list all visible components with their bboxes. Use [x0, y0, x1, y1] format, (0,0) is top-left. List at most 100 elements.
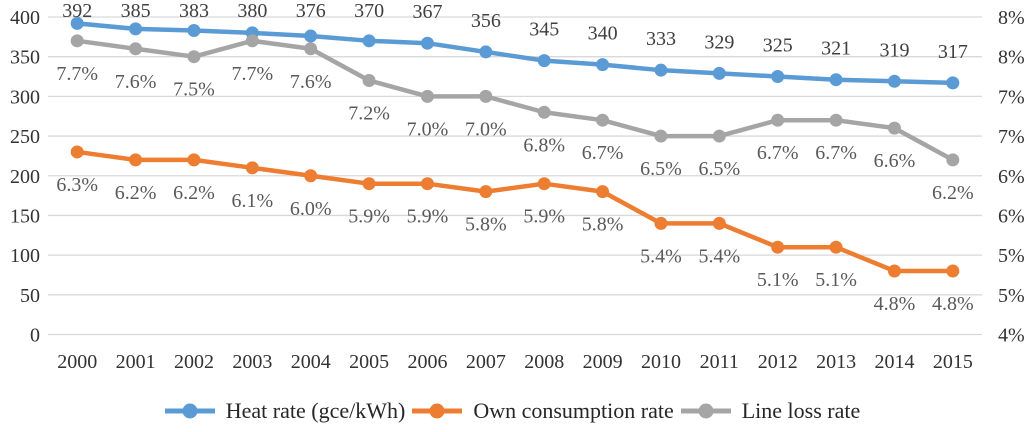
data-label: 6.2% — [173, 182, 215, 204]
x-axis-tick-label: 2000 — [57, 351, 97, 373]
data-point-marker — [829, 73, 843, 87]
data-label: 7.7% — [56, 63, 98, 85]
data-label: 7.0% — [465, 118, 507, 140]
series-line — [76, 38, 954, 162]
left-axis-tick-label: 0 — [30, 325, 40, 347]
data-point-marker — [245, 161, 259, 175]
data-point-marker — [304, 42, 318, 56]
data-label: 383 — [179, 0, 209, 22]
right-axis-tick-label: 7% — [998, 126, 1024, 148]
data-label: 5.4% — [640, 245, 682, 267]
data-point-marker — [245, 34, 259, 48]
data-point-marker — [946, 76, 960, 90]
legend-label: Own consumption rate — [473, 398, 674, 423]
legend-dot — [698, 403, 714, 419]
data-label: 356 — [471, 10, 501, 32]
data-label: 5.8% — [465, 214, 507, 236]
legend-line-marker-icon — [680, 403, 731, 419]
data-label: 6.2% — [115, 182, 157, 204]
x-axis-tick-label: 2012 — [758, 351, 798, 373]
legend-label: Heat rate (gce/kWh) — [225, 398, 406, 423]
data-label: 6.1% — [231, 190, 273, 212]
data-label: 5.9% — [407, 206, 449, 228]
data-point-marker — [129, 153, 143, 167]
data-point-marker — [187, 153, 201, 167]
legend-line-marker-icon — [164, 403, 215, 419]
series-line-loss-rate: 7.7% 7.6% 7.5% 7.7% 7.6% 7.2% 7.0% 7.0% 6.8% 6.7%… — [56, 34, 974, 204]
chart-legend: Heat rate (gce/kWh) Own consumption rate L… — [0, 393, 1024, 429]
data-point-marker — [479, 89, 493, 103]
x-axis-tick-label: 2001 — [116, 351, 156, 373]
data-label: 7.5% — [173, 79, 215, 101]
data-point-marker — [362, 74, 376, 87]
x-axis-tick-label: 2015 — [933, 351, 973, 373]
right-axis-tick-label: 5% — [998, 245, 1024, 267]
data-point-marker — [829, 240, 843, 254]
data-label: 317 — [938, 41, 968, 63]
data-label: 5.1% — [815, 269, 857, 291]
data-point-marker — [187, 23, 201, 37]
data-label: 7.7% — [231, 63, 273, 85]
data-point-marker — [420, 89, 434, 103]
data-label: 4.8% — [932, 293, 974, 315]
x-axis-tick-label: 2005 — [349, 351, 389, 373]
data-label: 367 — [412, 1, 442, 23]
data-point-marker — [654, 63, 668, 77]
x-axis-tick-label: 2004 — [291, 351, 331, 373]
data-point-marker — [654, 216, 668, 230]
right-axis-tick-label: 6% — [998, 166, 1024, 188]
left-axis-tick-label: 150 — [10, 205, 40, 227]
data-label: 376 — [296, 0, 326, 22]
data-point-marker — [479, 45, 493, 59]
data-point-marker — [596, 58, 610, 72]
data-label: 321 — [821, 38, 851, 60]
left-axis-tick-label: 250 — [10, 126, 40, 148]
right-axis-tick-label: 5% — [998, 285, 1024, 307]
series-own-consumption-rate: 6.3% 6.2% 6.2% 6.1% 6.0% 5.9% 5.9% 5.8% 5.9% 5.8%… — [56, 145, 974, 315]
data-label: 6.7% — [815, 142, 857, 164]
data-point-marker — [187, 50, 201, 64]
data-point-marker — [362, 34, 376, 48]
series-heat-rate: 392 385 383 380 376 370 367 356 345 340 333 329 325 3… — [62, 0, 968, 90]
data-point-marker — [70, 145, 84, 159]
data-point-marker — [712, 216, 726, 230]
data-point-marker — [537, 105, 551, 119]
data-label: 345 — [529, 19, 559, 41]
data-label: 4.8% — [874, 293, 916, 315]
left-axis-tick-label: 200 — [10, 166, 40, 188]
data-label: 319 — [879, 39, 909, 61]
data-label: 6.6% — [874, 150, 916, 172]
data-label: 5.9% — [523, 206, 565, 228]
data-label: 5.4% — [698, 245, 740, 267]
series-line — [76, 21, 953, 86]
left-axis-tick-label: 100 — [10, 245, 40, 267]
x-axis-tick-label: 2011 — [700, 351, 739, 373]
data-label: 5.9% — [348, 206, 390, 228]
data-label: 5.8% — [582, 214, 624, 236]
data-label: 6.3% — [56, 174, 98, 196]
data-label: 6.0% — [290, 198, 332, 220]
data-label: 6.5% — [698, 158, 740, 180]
data-label: 6.7% — [757, 142, 799, 164]
data-point-marker — [712, 66, 726, 80]
data-label: 380 — [237, 0, 267, 22]
data-point-marker — [304, 169, 318, 183]
data-label: 392 — [62, 0, 92, 22]
x-axis-tick-label: 2006 — [407, 351, 447, 373]
data-label: 6.8% — [523, 134, 565, 156]
data-point-marker — [771, 70, 785, 84]
legend-item-line-loss-rate: Line loss rate — [680, 398, 860, 424]
data-label: 7.0% — [407, 118, 449, 140]
x-axis-tick-label: 2008 — [524, 351, 564, 373]
data-point-marker — [129, 22, 143, 36]
data-label: 340 — [588, 23, 618, 45]
data-point-marker — [304, 29, 318, 43]
right-axis-tick-label: 8% — [998, 7, 1024, 29]
left-axis-tick-label: 350 — [10, 47, 40, 69]
x-axis-tick-label: 2002 — [174, 351, 214, 373]
x-axis-tick-label: 2010 — [641, 351, 681, 373]
data-point-marker — [887, 121, 901, 135]
data-point-marker — [596, 185, 610, 199]
data-label: 7.6% — [115, 71, 157, 93]
